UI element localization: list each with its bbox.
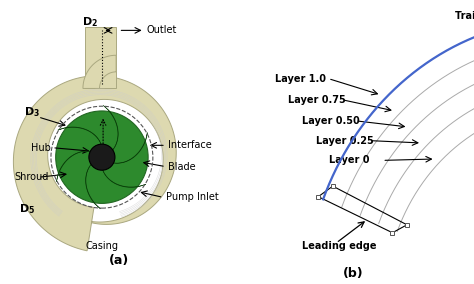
Text: Leading edge: Leading edge — [302, 241, 377, 251]
Text: $\mathbf{D_2}$: $\mathbf{D_2}$ — [82, 15, 98, 29]
Text: Hub: Hub — [31, 143, 51, 153]
Circle shape — [55, 111, 148, 203]
Polygon shape — [83, 55, 116, 88]
Text: Shroud: Shroud — [14, 172, 49, 182]
Text: $\mathbf{D_3}$: $\mathbf{D_3}$ — [24, 105, 40, 119]
Polygon shape — [103, 106, 118, 152]
Polygon shape — [56, 151, 93, 182]
Text: Trailing edge: Trailing edge — [455, 11, 474, 22]
Circle shape — [89, 144, 115, 170]
Text: Casing: Casing — [85, 241, 118, 251]
Text: (b): (b) — [343, 267, 364, 280]
Text: $\mathbf{D_5}$: $\mathbf{D_5}$ — [19, 202, 35, 216]
Text: Layer 0.50: Layer 0.50 — [302, 116, 360, 126]
Text: Layer 0.75: Layer 0.75 — [288, 95, 346, 105]
Polygon shape — [85, 27, 116, 88]
Text: Interface: Interface — [168, 140, 212, 150]
Text: Layer 0: Layer 0 — [329, 155, 370, 165]
Polygon shape — [102, 168, 146, 187]
Text: Outlet: Outlet — [147, 25, 177, 36]
Text: Pump Inlet: Pump Inlet — [166, 193, 219, 202]
Polygon shape — [86, 162, 100, 209]
Text: Layer 1.0: Layer 1.0 — [275, 74, 326, 83]
Polygon shape — [58, 127, 102, 147]
Polygon shape — [111, 133, 147, 163]
Polygon shape — [13, 76, 176, 251]
Text: Layer 0.25: Layer 0.25 — [316, 135, 373, 146]
Text: Blade: Blade — [168, 162, 196, 172]
Text: (a): (a) — [109, 254, 128, 267]
